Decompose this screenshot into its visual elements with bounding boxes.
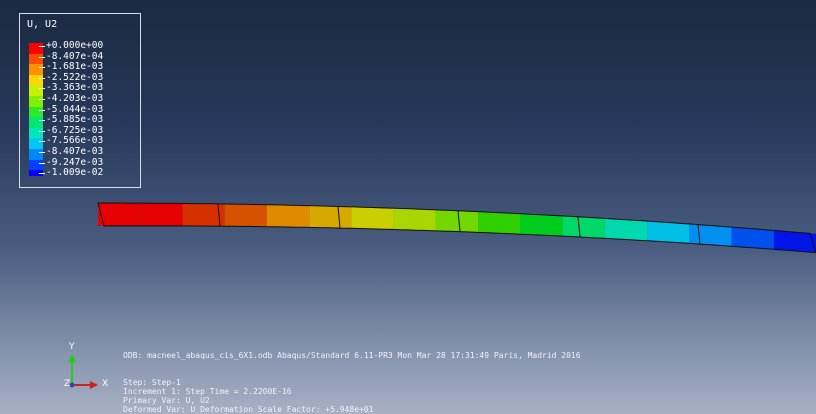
beam-element bbox=[520, 213, 563, 237]
legend-swatch bbox=[29, 127, 43, 139]
beam-element bbox=[140, 203, 183, 226]
legend-value-label: -8.407e-04 bbox=[39, 51, 103, 62]
legend-color-bar bbox=[29, 43, 47, 194]
legend-value-label: -8.407e-03 bbox=[39, 147, 103, 157]
step-label: Step: Step-1 bbox=[123, 378, 181, 387]
beam-element bbox=[98, 203, 141, 226]
legend-swatch bbox=[29, 74, 43, 86]
odb-info: ODB: macneel_abaqus_cis_6X1.odb Abaqus/S… bbox=[123, 351, 581, 360]
beam-element bbox=[435, 209, 479, 233]
legend-swatch bbox=[29, 138, 43, 150]
legend-swatch bbox=[29, 117, 43, 129]
legend-value-label: +0.000e+00 bbox=[39, 41, 103, 51]
legend-value-label: -3.363e-03 bbox=[39, 83, 103, 93]
legend-value-label: -5.885e-03 bbox=[39, 115, 103, 125]
axis-x-label: X bbox=[102, 379, 109, 389]
legend-swatch bbox=[29, 149, 43, 161]
odb-info-line: ODB: macneel_abaqus_cis_6X1.odb Abaqus/S… bbox=[123, 351, 581, 360]
beam-element bbox=[731, 227, 774, 250]
legend-value-label: -5.044e-03 bbox=[39, 104, 103, 115]
beam-element bbox=[182, 203, 225, 227]
beam-element bbox=[773, 230, 816, 253]
legend-title: U, U2 bbox=[27, 19, 58, 30]
beam-element bbox=[478, 211, 521, 235]
beam-element bbox=[351, 206, 394, 230]
beam-element-edge bbox=[577, 216, 581, 237]
axis-triad: Y X Z bbox=[60, 342, 120, 402]
beam-element bbox=[562, 216, 605, 239]
legend-swatch bbox=[29, 96, 43, 108]
step-info-block: Step: Step-1 Increment 1: Step Time = 2.… bbox=[123, 378, 373, 414]
primary-var-label: Primary Var: U, U2 bbox=[123, 396, 210, 405]
beam-element bbox=[266, 204, 310, 228]
legend-value-label: -1.009e-02 bbox=[39, 168, 103, 178]
deformed-var-label: Deformed Var: U Deformation Scale Factor… bbox=[123, 405, 374, 414]
contour-legend: U, U2 +0.000e+00 -8.407e-04 -1.681e-03 -2.5… bbox=[19, 13, 141, 188]
legend-swatch bbox=[29, 170, 43, 177]
legend-value-label: -9.247e-03 bbox=[39, 157, 103, 168]
legend-swatch bbox=[29, 85, 43, 97]
axis-triad-arrows bbox=[68, 354, 98, 389]
beam-element bbox=[224, 204, 267, 227]
legend-swatch bbox=[29, 43, 43, 55]
beam-element-edge bbox=[337, 206, 341, 229]
beam-element-edge bbox=[697, 224, 701, 245]
legend-value-label: -1.681e-03 bbox=[39, 62, 103, 72]
legend-swatch bbox=[29, 159, 43, 171]
beam-element bbox=[604, 218, 648, 241]
legend-swatch bbox=[29, 106, 43, 118]
beam-element bbox=[393, 208, 436, 231]
legend-value-label: -7.566e-03 bbox=[39, 136, 103, 146]
legend-value-label: -6.725e-03 bbox=[39, 125, 103, 136]
legend-value-label: -4.203e-03 bbox=[39, 94, 103, 104]
legend-swatch bbox=[29, 64, 43, 76]
beam-element bbox=[309, 205, 352, 229]
increment-label: Increment 1: Step Time = 2.2200E-16 bbox=[123, 387, 292, 396]
legend-swatch bbox=[29, 53, 43, 65]
beam-element-edge bbox=[217, 203, 221, 227]
axis-z-label: Z bbox=[64, 379, 71, 389]
axis-y-label: Y bbox=[69, 342, 75, 352]
legend-value-label: -2.522e-03 bbox=[39, 72, 103, 83]
beam-element bbox=[647, 221, 690, 244]
beam-element-edge bbox=[457, 210, 461, 232]
beam-element bbox=[689, 224, 732, 247]
